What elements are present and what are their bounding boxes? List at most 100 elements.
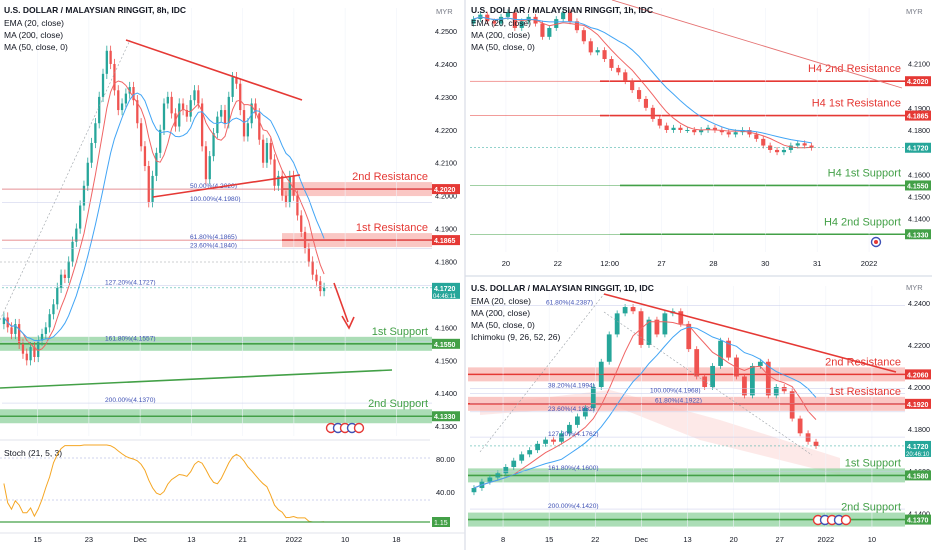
indicator-ema[interactable]: EMA (20, close) (4, 18, 64, 28)
fib-label: 61.80%(4.1922) (655, 397, 702, 404)
candle-body (178, 103, 181, 127)
time-label: 12:00 (600, 259, 619, 268)
currency-label: MYR (906, 283, 923, 292)
candle-body (311, 261, 314, 275)
indicator-ma50[interactable]: MA (50, close, 0) (471, 42, 535, 52)
price-label: 4.1900 (908, 104, 930, 113)
event-flags-icon[interactable] (812, 514, 852, 526)
time-label: 13 (683, 535, 691, 544)
stoch-title[interactable]: Stoch (21, 5, 3) (4, 448, 62, 458)
chart-title: U.S. DOLLAR / MALAYSIAN RINGGIT, 1D, IDC (471, 283, 654, 293)
candle-body (805, 433, 811, 442)
candle-body (189, 100, 192, 117)
indicator-ema[interactable]: EMA (20, close) (471, 296, 531, 306)
price-badge: 4.1865 (907, 114, 929, 121)
indicator-ma200[interactable]: MA (200, close) (471, 308, 530, 318)
price-label: 4.1800 (908, 425, 930, 434)
candle-body (519, 21, 524, 28)
indicator-lines (3, 80, 325, 351)
price-label: 4.2400 (908, 299, 930, 308)
candle-body (574, 21, 580, 31)
candle-body (638, 311, 644, 345)
time-label: 20 (729, 535, 737, 544)
time-axis[interactable]: 8 15 22 Dec 13 20 27 2022 10 (501, 535, 876, 544)
lower-trendline[interactable] (152, 174, 301, 198)
candle-body (212, 133, 215, 157)
candle-body (44, 327, 47, 334)
candle-body (662, 313, 668, 335)
candle-body (101, 73, 105, 97)
candle-body (797, 418, 803, 434)
candle-body (551, 439, 556, 442)
candle-body (590, 387, 596, 409)
candle-body (78, 205, 82, 229)
indicator-ma50[interactable]: MA (50, close, 0) (4, 42, 68, 52)
panel-1d-chart[interactable]: 61.80%(4.2387) 38.20%(4.1994) 23.60%(4.188… (468, 283, 931, 544)
event-flags-icon[interactable] (325, 422, 365, 434)
price-badge-bg (905, 110, 931, 121)
fib-label: 23.60%(4.1840) (190, 242, 237, 249)
fib-label: 200.00%(4.1370) (105, 397, 156, 404)
candle-body (120, 103, 124, 111)
candle-body (147, 166, 150, 203)
time-label: Dec (133, 535, 147, 544)
time-label: 22 (591, 535, 599, 544)
long-trendline[interactable] (0, 369, 393, 389)
candle-body (678, 311, 684, 324)
candle-body (216, 116, 219, 134)
candle-body (10, 327, 13, 334)
candle-body (128, 87, 131, 94)
candle-body (117, 90, 120, 111)
candle-body (802, 143, 807, 146)
level-label: 2nd Support (841, 502, 901, 514)
indicator-ma50[interactable]: MA (50, close, 0) (471, 320, 535, 330)
indicator-ema[interactable]: EMA (20, close) (471, 18, 531, 28)
price-badge-bg (905, 142, 931, 153)
candle-body (781, 387, 787, 392)
time-axis[interactable]: 15 23 Dec 13 21 2022 10 18 (33, 535, 400, 544)
price-axis[interactable]: 4.2100 4.1900 4.1800 4.1600 4.1500 4.1400 (908, 59, 930, 223)
stoch-badge: 1.15 (434, 520, 448, 527)
stoch-scale-80: 80.00 (436, 455, 455, 464)
candle-body (284, 195, 288, 203)
fib-label: 127.20%(4.1727) (105, 280, 156, 287)
price-label: 4.2400 (435, 60, 457, 69)
upper-trendline[interactable] (125, 39, 303, 101)
price-label: 4.1800 (908, 126, 930, 135)
candle-body (702, 376, 708, 388)
candle-body (561, 12, 566, 20)
price-badge: 4.1920 (907, 402, 929, 409)
indicator-ma200[interactable]: MA (200, close) (471, 30, 530, 40)
candle-body (227, 96, 230, 124)
candle-body (322, 287, 326, 292)
time-label: 15 (33, 535, 41, 544)
price-badge: 4.1580 (907, 473, 929, 480)
level-label: 1st Resistance (829, 386, 901, 398)
fib-label: 200.00%(4.1420) (548, 503, 599, 510)
candle-body (630, 307, 636, 312)
event-flag-icon[interactable] (870, 236, 882, 248)
price-label: 4.1600 (435, 323, 457, 332)
price-badge-bg (432, 184, 460, 195)
downtrend-line[interactable] (603, 293, 897, 373)
candle-body (220, 110, 223, 117)
time-label: 22 (554, 259, 562, 268)
candle-body (789, 391, 795, 419)
time-axis[interactable]: 20 22 12:00 27 28 30 31 2022 (502, 259, 878, 268)
panel-8h-chart[interactable]: 50.00%(4.2020) 100.00%(4.1980) 61.80%(4.18… (0, 5, 460, 544)
fib-label: 23.60%(4.1882) (548, 406, 595, 413)
fib-label: 61.80%(4.1865) (190, 234, 237, 241)
indicator-ma200[interactable]: MA (200, close) (4, 30, 63, 40)
price-badge: 4.1550 (907, 183, 929, 190)
time-label: 20 (502, 259, 510, 268)
candles (471, 9, 814, 156)
candle-body (664, 125, 669, 130)
candle-body (94, 123, 97, 143)
candle-body (14, 324, 17, 334)
time-label: 2022 (286, 535, 303, 544)
indicator-ichimoku[interactable]: Ichimoku (9, 26, 52, 26) (471, 332, 560, 342)
candle-body (235, 77, 238, 84)
